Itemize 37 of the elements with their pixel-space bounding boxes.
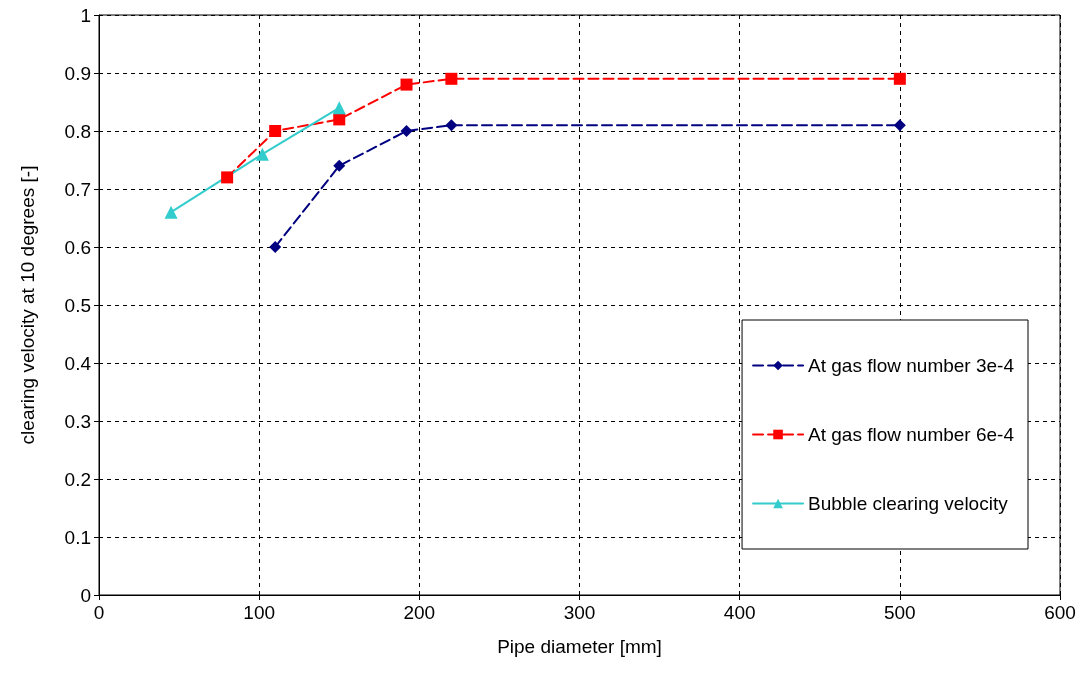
point: [255, 147, 269, 161]
y-tick-label: 0.2: [64, 468, 91, 490]
y-tick-label: 0.9: [64, 62, 91, 84]
x-tick-label: 200: [403, 602, 436, 623]
point: [445, 119, 458, 132]
x-tick-label: 500: [883, 602, 916, 623]
y-tick-label: 0.3: [64, 410, 91, 432]
x-tick-label: 400: [723, 602, 756, 623]
x-axis-title: Pipe diameter [mm]: [497, 636, 662, 657]
point: [332, 101, 346, 115]
legend-label: Bubble clearing velocity: [808, 493, 1009, 514]
x-tick-label: 300: [563, 602, 596, 623]
y-tick-label: 1: [80, 4, 91, 26]
point: [269, 125, 282, 137]
y-tick-label: 0.4: [64, 352, 92, 374]
x-tick-label: 100: [243, 602, 276, 623]
point: [333, 159, 346, 172]
point: [893, 72, 906, 85]
point: [333, 113, 346, 126]
y-axis-title: clearing velocity at 10 degrees [-]: [17, 165, 38, 445]
y-tick-label: 0.6: [64, 236, 91, 258]
y-tick-label: 0.7: [64, 178, 91, 200]
x-tick-label: 0: [93, 602, 105, 623]
point: [221, 171, 234, 184]
y-tick-label: 0: [80, 584, 91, 606]
y-tick-label: 0.1: [64, 526, 91, 548]
y-tick-label: 0.5: [64, 294, 91, 316]
y-tick-label: 0.8: [64, 120, 91, 142]
point: [893, 119, 906, 132]
legend-label: At gas flow number 3e-4: [808, 355, 1015, 376]
legend-label: At gas flow number 6e-4: [808, 424, 1015, 445]
point: [269, 241, 282, 253]
point: [445, 72, 458, 85]
point: [400, 125, 413, 137]
point: [164, 205, 178, 219]
point: [400, 78, 413, 91]
x-tick-label: 600: [1044, 602, 1076, 623]
